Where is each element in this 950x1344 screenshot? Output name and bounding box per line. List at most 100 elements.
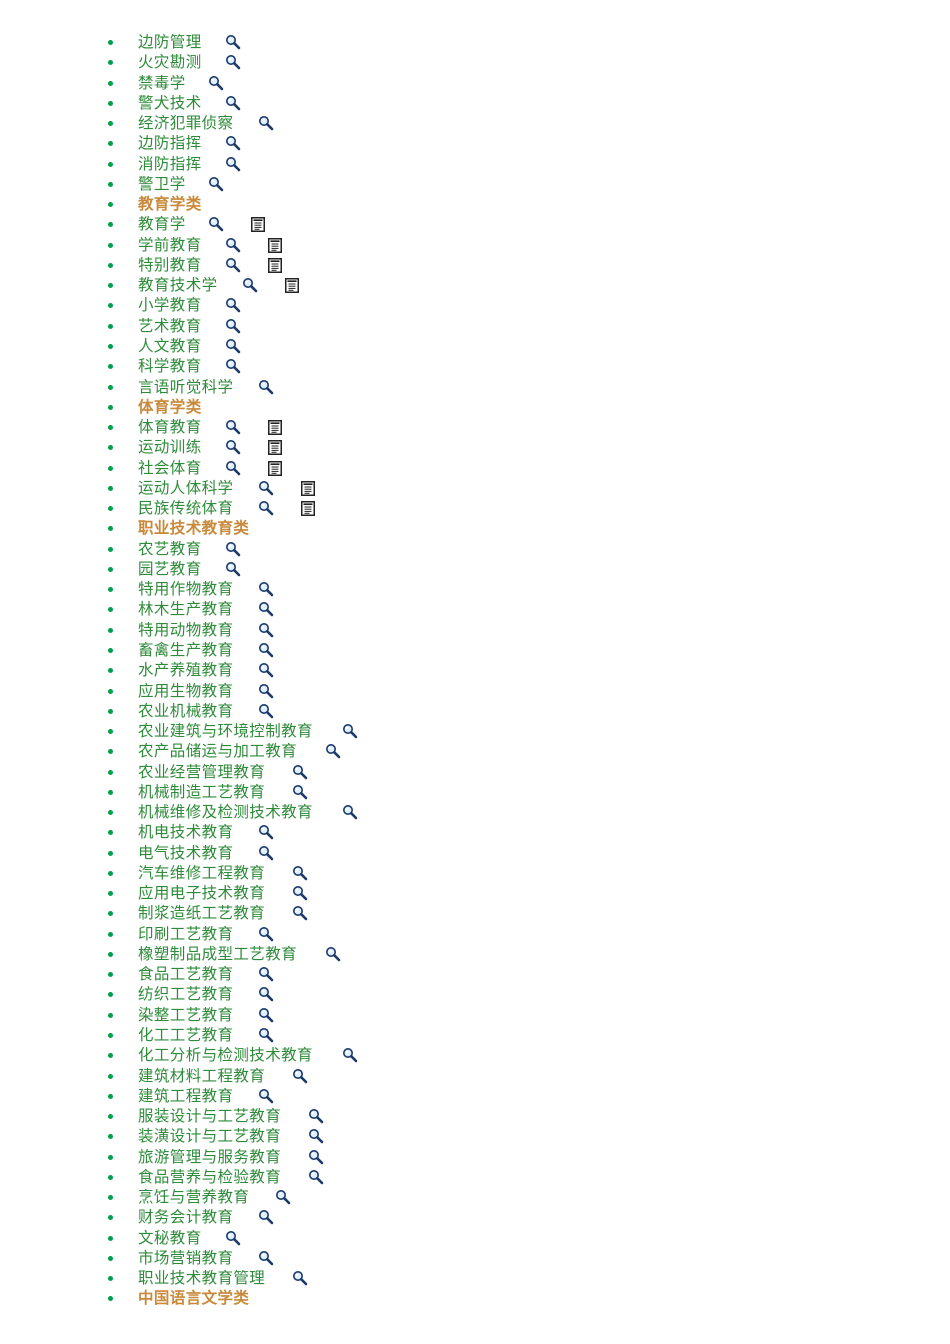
magnifier-icon[interactable] — [308, 1128, 324, 1144]
magnifier-icon[interactable] — [225, 541, 241, 557]
major-label[interactable]: 特用作物教育 — [138, 580, 234, 599]
magnifier-icon[interactable] — [225, 338, 241, 354]
document-icon[interactable] — [268, 460, 282, 476]
major-label[interactable]: 化工分析与检测技术教育 — [138, 1046, 313, 1065]
magnifier-icon[interactable] — [292, 1270, 308, 1286]
magnifier-icon[interactable] — [308, 1108, 324, 1124]
major-label[interactable]: 装潢设计与工艺教育 — [138, 1127, 282, 1146]
major-label[interactable]: 边防管理 — [138, 33, 202, 51]
document-icon[interactable] — [285, 278, 299, 294]
major-label[interactable]: 应用生物教育 — [138, 681, 234, 700]
magnifier-icon[interactable] — [342, 723, 358, 739]
major-label[interactable]: 学前教育 — [138, 235, 202, 254]
magnifier-icon[interactable] — [225, 257, 241, 273]
magnifier-icon[interactable] — [225, 460, 241, 476]
magnifier-icon[interactable] — [308, 1169, 324, 1185]
magnifier-icon[interactable] — [225, 135, 241, 151]
magnifier-icon[interactable] — [258, 824, 274, 840]
document-icon[interactable] — [268, 440, 282, 456]
major-label[interactable]: 文秘教育 — [138, 1228, 202, 1247]
major-label[interactable]: 畜禽生产教育 — [138, 640, 234, 659]
magnifier-icon[interactable] — [342, 1047, 358, 1063]
magnifier-icon[interactable] — [225, 297, 241, 313]
major-label[interactable]: 电气技术教育 — [138, 843, 234, 862]
major-label[interactable]: 建筑工程教育 — [138, 1086, 234, 1105]
magnifier-icon[interactable] — [258, 622, 274, 638]
magnifier-icon[interactable] — [258, 683, 274, 699]
major-label[interactable]: 运动训练 — [138, 438, 202, 457]
magnifier-icon[interactable] — [292, 764, 308, 780]
magnifier-icon[interactable] — [225, 358, 241, 374]
major-label[interactable]: 边防指挥 — [138, 134, 202, 153]
magnifier-icon[interactable] — [258, 115, 274, 131]
magnifier-icon[interactable] — [258, 379, 274, 395]
magnifier-icon[interactable] — [225, 439, 241, 455]
major-label[interactable]: 农产品储运与加工教育 — [138, 742, 298, 761]
magnifier-icon[interactable] — [225, 34, 241, 50]
magnifier-icon[interactable] — [225, 156, 241, 172]
major-label[interactable]: 民族传统体育 — [138, 499, 234, 518]
magnifier-icon[interactable] — [292, 865, 308, 881]
magnifier-icon[interactable] — [292, 905, 308, 921]
major-label[interactable]: 科学教育 — [138, 357, 202, 376]
document-icon[interactable] — [268, 420, 282, 436]
major-label[interactable]: 食品工艺教育 — [138, 965, 234, 984]
magnifier-icon[interactable] — [258, 926, 274, 942]
magnifier-icon[interactable] — [258, 986, 274, 1002]
magnifier-icon[interactable] — [342, 804, 358, 820]
major-label[interactable]: 社会体育 — [138, 458, 202, 477]
magnifier-icon[interactable] — [208, 75, 224, 91]
magnifier-icon[interactable] — [325, 946, 341, 962]
major-label[interactable]: 特用动物教育 — [138, 620, 234, 639]
major-label[interactable]: 消防指挥 — [138, 154, 202, 173]
document-icon[interactable] — [268, 257, 282, 273]
major-label[interactable]: 建筑材料工程教育 — [138, 1066, 266, 1085]
major-label[interactable]: 人文教育 — [138, 336, 202, 355]
magnifier-icon[interactable] — [225, 318, 241, 334]
magnifier-icon[interactable] — [225, 561, 241, 577]
document-icon[interactable] — [301, 501, 315, 517]
magnifier-icon[interactable] — [258, 601, 274, 617]
magnifier-icon[interactable] — [258, 1007, 274, 1023]
magnifier-icon[interactable] — [292, 784, 308, 800]
magnifier-icon[interactable] — [258, 1250, 274, 1266]
major-label[interactable]: 体育教育 — [138, 418, 202, 437]
major-label[interactable]: 农艺教育 — [138, 539, 202, 558]
magnifier-icon[interactable] — [225, 237, 241, 253]
major-label[interactable]: 纺织工艺教育 — [138, 985, 234, 1004]
major-label[interactable]: 艺术教育 — [138, 316, 202, 335]
magnifier-icon[interactable] — [258, 480, 274, 496]
major-label[interactable]: 园艺教育 — [138, 559, 202, 578]
magnifier-icon[interactable] — [208, 216, 224, 232]
major-label[interactable]: 火灾勘测 — [138, 53, 202, 72]
major-label[interactable]: 教育技术学 — [138, 276, 218, 295]
magnifier-icon[interactable] — [258, 662, 274, 678]
major-label[interactable]: 水产养殖教育 — [138, 661, 234, 680]
magnifier-icon[interactable] — [258, 1088, 274, 1104]
magnifier-icon[interactable] — [292, 885, 308, 901]
major-label[interactable]: 印刷工艺教育 — [138, 924, 234, 943]
magnifier-icon[interactable] — [258, 1027, 274, 1043]
major-label[interactable]: 小学教育 — [138, 296, 202, 315]
magnifier-icon[interactable] — [258, 1209, 274, 1225]
major-label[interactable]: 市场营销教育 — [138, 1248, 234, 1267]
major-label[interactable]: 农业机械教育 — [138, 701, 234, 720]
magnifier-icon[interactable] — [258, 581, 274, 597]
major-label[interactable]: 机械制造工艺教育 — [138, 782, 266, 801]
major-label[interactable]: 言语听觉科学 — [138, 377, 234, 396]
major-label[interactable]: 染整工艺教育 — [138, 1005, 234, 1024]
major-label[interactable]: 农业建筑与环境控制教育 — [138, 722, 313, 741]
major-label[interactable]: 警犬技术 — [138, 93, 202, 112]
magnifier-icon[interactable] — [242, 277, 258, 293]
major-label[interactable]: 服装设计与工艺教育 — [138, 1107, 282, 1126]
magnifier-icon[interactable] — [258, 966, 274, 982]
major-label[interactable]: 财务会计教育 — [138, 1208, 234, 1227]
magnifier-icon[interactable] — [308, 1149, 324, 1165]
major-label[interactable]: 禁毒学 — [138, 73, 186, 92]
major-label[interactable]: 食品营养与检验教育 — [138, 1167, 282, 1186]
magnifier-icon[interactable] — [225, 95, 241, 111]
magnifier-icon[interactable] — [275, 1189, 291, 1205]
major-label[interactable]: 特别教育 — [138, 255, 202, 274]
major-label[interactable]: 机械维修及检测技术教育 — [138, 803, 313, 822]
magnifier-icon[interactable] — [208, 176, 224, 192]
